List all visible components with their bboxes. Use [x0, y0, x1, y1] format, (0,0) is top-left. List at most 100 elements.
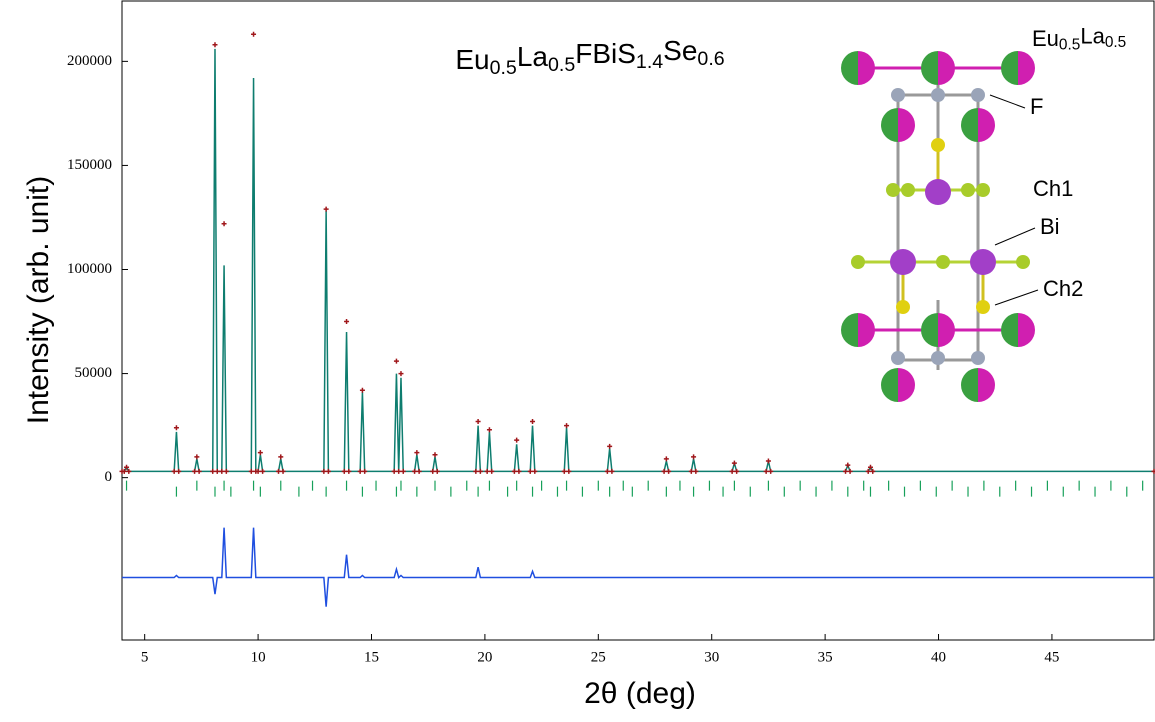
data-point	[357, 468, 363, 474]
data-point	[865, 468, 871, 474]
data-point	[196, 468, 202, 474]
data-point	[734, 468, 740, 474]
data-point	[434, 468, 440, 474]
data-point	[691, 454, 697, 460]
annotation: F	[1030, 94, 1043, 119]
data-point	[221, 221, 227, 227]
annotation: Bi	[1040, 214, 1060, 239]
data-point	[663, 456, 669, 462]
data-point	[192, 468, 198, 474]
data-point	[867, 464, 873, 470]
data-point	[173, 425, 179, 431]
data-point	[412, 468, 418, 474]
data-point	[346, 468, 352, 474]
annotation: Ch1	[1033, 176, 1073, 201]
data-point	[473, 468, 479, 474]
x-tick-label: 25	[591, 649, 606, 665]
data-point	[693, 468, 699, 474]
x-axis-title: 2θ (deg)	[584, 677, 696, 710]
data-point	[475, 418, 481, 424]
data-point	[219, 468, 225, 474]
x-tick-label: 15	[364, 649, 379, 665]
data-point	[341, 468, 347, 474]
data-point	[870, 468, 876, 474]
data-point	[847, 468, 853, 474]
data-point	[210, 468, 216, 474]
annotation: Ch2	[1043, 276, 1083, 301]
data-point	[248, 468, 254, 474]
data-point	[255, 468, 261, 474]
data-point	[260, 468, 266, 474]
data-point	[391, 468, 397, 474]
data-line	[122, 48, 1154, 473]
data-point	[430, 468, 436, 474]
data-point	[688, 468, 694, 474]
data-point	[661, 468, 667, 474]
data-point	[398, 371, 404, 377]
data-point	[666, 468, 672, 474]
data-point	[194, 454, 200, 460]
x-tick-label: 30	[704, 649, 719, 665]
data-point	[124, 464, 130, 470]
y-tick-label: 150000	[67, 157, 112, 173]
data-point	[532, 468, 538, 474]
data-point	[566, 468, 572, 474]
data-point	[280, 468, 286, 474]
data-point	[416, 468, 422, 474]
data-point	[564, 423, 570, 429]
x-tick-label: 10	[251, 649, 266, 665]
data-point	[323, 206, 329, 212]
y-tick-label: 0	[105, 469, 113, 485]
data-point	[251, 31, 257, 37]
x-tick-label: 45	[1044, 649, 1059, 665]
data-point	[763, 468, 769, 474]
data-point	[414, 450, 420, 456]
chart-title: Eu0.5La0.5FBiS1.4Se0.6	[455, 36, 724, 79]
data-point	[477, 468, 483, 474]
data-point	[223, 468, 229, 474]
data-point	[362, 468, 368, 474]
data-point	[489, 468, 495, 474]
data-point	[514, 437, 520, 443]
data-point	[486, 427, 492, 433]
data-point	[396, 468, 402, 474]
x-tick-label: 35	[818, 649, 833, 665]
data-point	[609, 468, 615, 474]
data-point	[1151, 468, 1155, 474]
y-tick-label: 200000	[67, 53, 112, 69]
plot-area: 0 50000 100000 150000 200000 5 10 15 20 25 30 35 40 4…	[67, 31, 1155, 665]
data-point	[511, 468, 517, 474]
x-tick-label: 20	[477, 649, 492, 665]
data-point	[607, 443, 613, 449]
data-point	[212, 42, 218, 48]
data-point	[278, 454, 284, 460]
y-axis-title: Intensity (arb. unit)	[22, 176, 55, 424]
data-point	[126, 468, 132, 474]
y-tick-label: 100000	[67, 261, 112, 277]
data-point	[393, 358, 399, 364]
data-point	[516, 468, 522, 474]
data-point	[432, 452, 438, 458]
x-tick-label: 5	[141, 649, 149, 665]
data-point	[845, 462, 851, 468]
data-point	[344, 319, 350, 325]
data-point	[257, 450, 263, 456]
data-point	[171, 468, 177, 474]
data-point	[214, 468, 220, 474]
annotation: Eu0.5La0.5	[1032, 24, 1126, 54]
plot-frame	[121, 0, 1155, 641]
data-line	[122, 527, 1154, 607]
leader-lines	[989, 94, 1039, 306]
data-point	[400, 468, 406, 474]
data-point	[484, 468, 490, 474]
data-point	[561, 468, 567, 474]
data-point	[843, 468, 849, 474]
data-point	[729, 468, 735, 474]
data-point	[527, 468, 533, 474]
data-point	[765, 458, 771, 464]
data-point	[768, 468, 774, 474]
data-point	[359, 387, 365, 393]
data-point	[276, 468, 282, 474]
